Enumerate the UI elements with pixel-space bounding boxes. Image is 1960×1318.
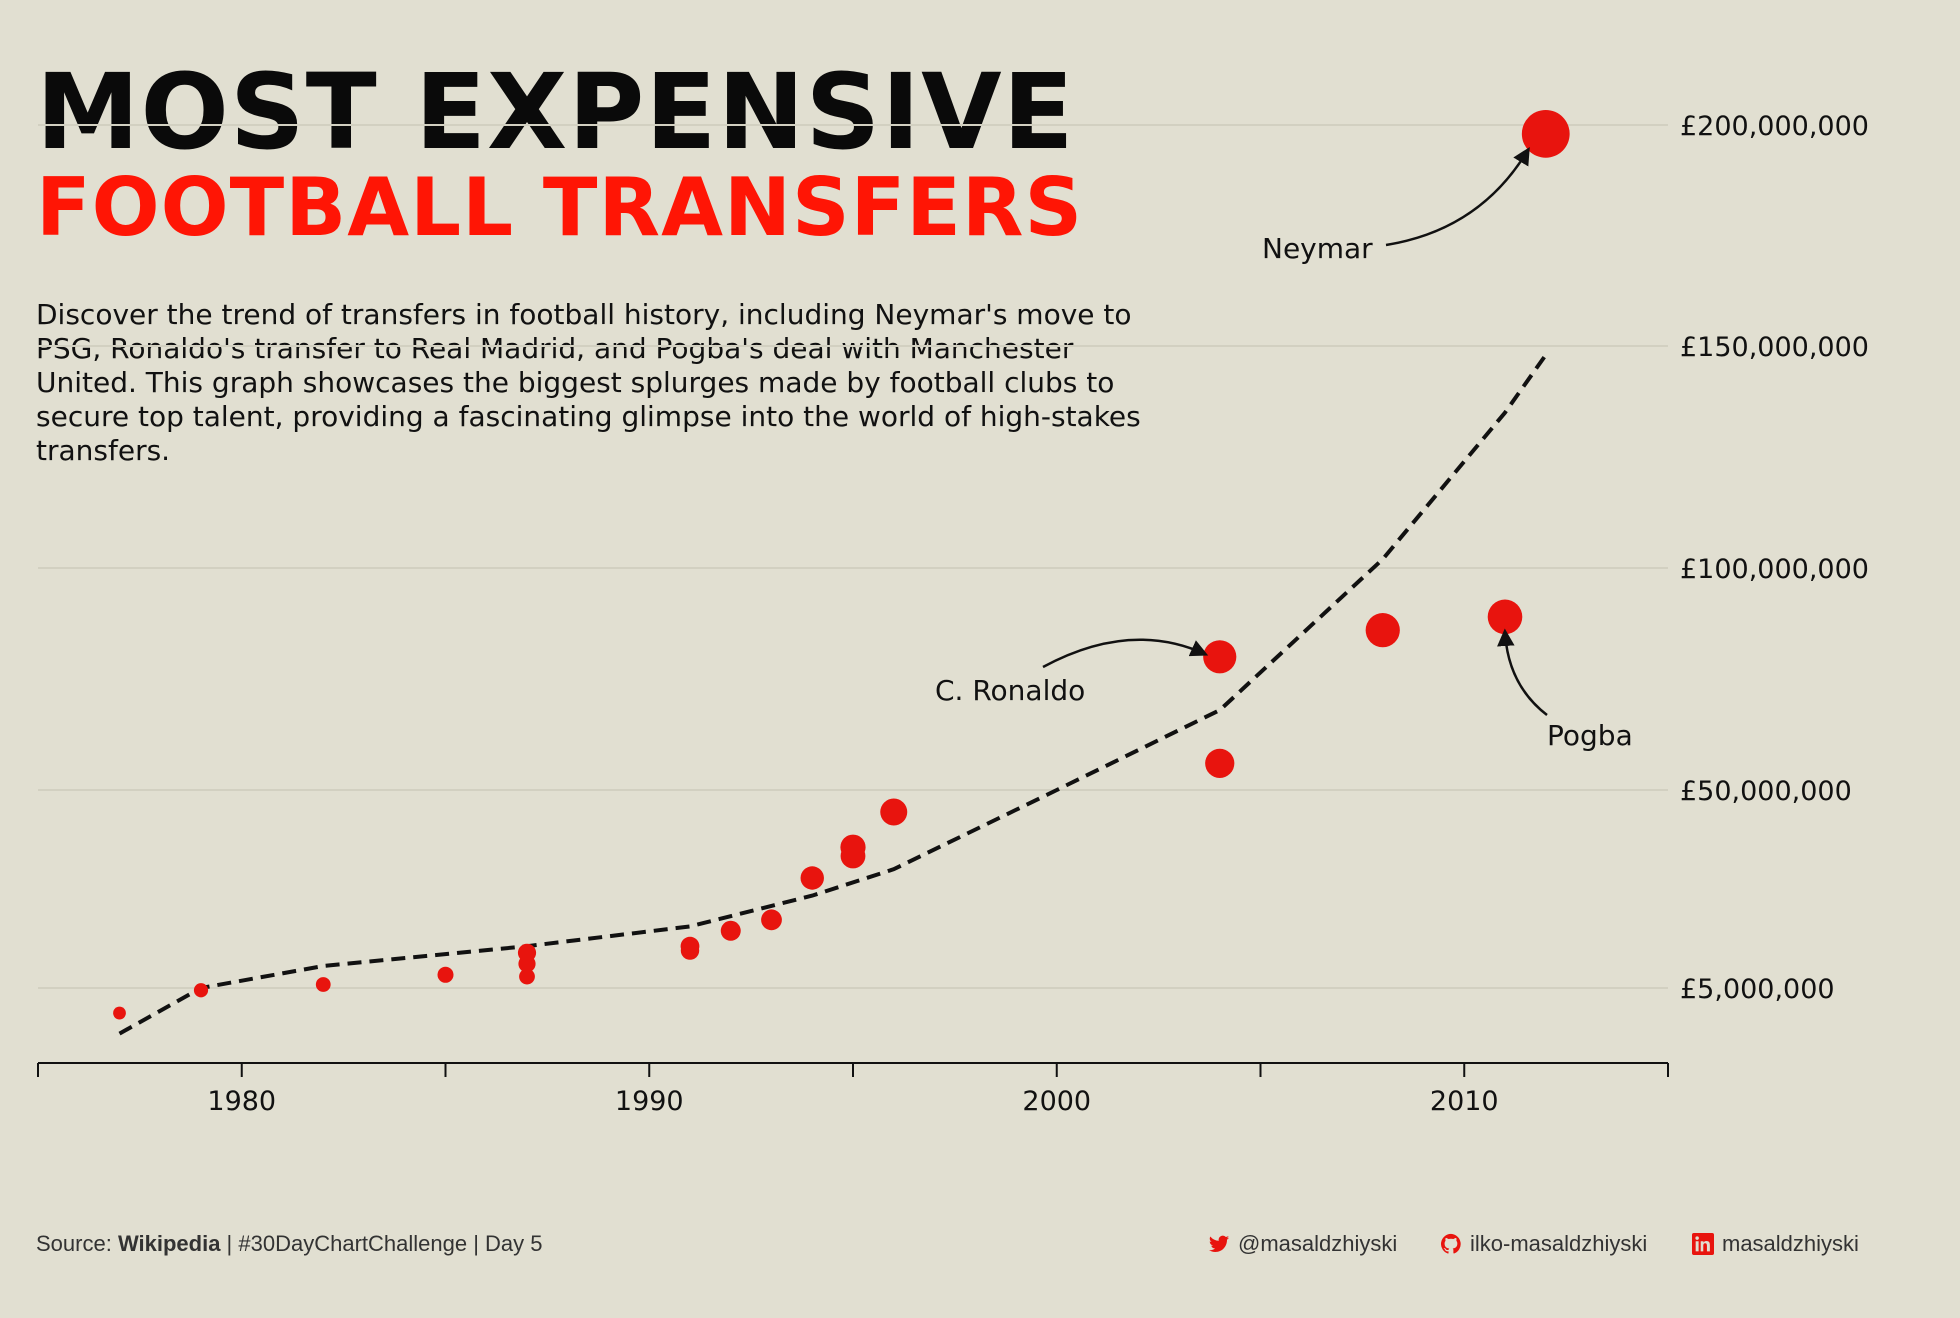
annotation-label: Pogba bbox=[1547, 719, 1633, 752]
data-point bbox=[1365, 613, 1400, 648]
data-points bbox=[113, 109, 1570, 1020]
data-point bbox=[437, 966, 454, 983]
annotation-arrow bbox=[1042, 638, 1209, 669]
data-point bbox=[1203, 640, 1237, 674]
source-suffix: | #30DayChartChallenge | Day 5 bbox=[220, 1231, 543, 1256]
trend-line-path bbox=[118, 353, 1548, 1036]
trend-line bbox=[118, 353, 1548, 1036]
y-tick-label: £150,000,000 bbox=[1680, 332, 1869, 363]
x-tick-label: 1980 bbox=[207, 1086, 276, 1117]
annotation-label: Neymar bbox=[1262, 232, 1373, 265]
data-point bbox=[519, 968, 535, 985]
annotations: Neymar C. Ronaldo Pogba bbox=[935, 146, 1633, 752]
data-point bbox=[517, 943, 537, 962]
twitter-handle: @masaldzhiyski bbox=[1238, 1231, 1398, 1256]
y-tick-label: £200,000,000 bbox=[1680, 111, 1869, 142]
grid-lines bbox=[38, 124, 1668, 989]
annotation-arrow bbox=[1497, 628, 1548, 716]
source-prefix: Source: bbox=[36, 1231, 118, 1256]
data-point bbox=[680, 936, 700, 956]
data-point bbox=[1521, 109, 1570, 158]
page-title-line2: FOOTBALL TRANSFERS bbox=[36, 161, 1084, 254]
data-point bbox=[720, 920, 741, 941]
twitter-icon bbox=[1208, 1235, 1230, 1252]
data-point bbox=[761, 909, 782, 931]
y-tick-label: £100,000,000 bbox=[1680, 554, 1869, 585]
page-title-line1: MOST EXPENSIVE bbox=[36, 51, 1075, 173]
data-point bbox=[113, 1006, 126, 1020]
github-link[interactable]: ilko-masaldzhiyski bbox=[1440, 1231, 1647, 1257]
annotation-arrow bbox=[1385, 146, 1530, 247]
github-handle: ilko-masaldzhiyski bbox=[1470, 1231, 1648, 1256]
data-point bbox=[1205, 748, 1235, 778]
source-link[interactable]: Wikipedia bbox=[117, 1231, 221, 1256]
data-point bbox=[315, 977, 331, 992]
chart-description: Discover the trend of transfers in footb… bbox=[36, 298, 1141, 467]
twitter-link[interactable]: @masaldzhiyski bbox=[1208, 1231, 1397, 1257]
y-axis: £5,000,000 £50,000,000 £100,000,000 £150,00… bbox=[1680, 111, 1869, 1005]
data-point bbox=[1487, 599, 1523, 635]
x-tick-label: 1990 bbox=[615, 1086, 684, 1117]
linkedin-link[interactable]: masaldzhiyski bbox=[1692, 1231, 1859, 1257]
x-tick-label: 2010 bbox=[1430, 1086, 1499, 1117]
github-icon bbox=[1440, 1233, 1461, 1254]
x-tick-label: 2000 bbox=[1022, 1086, 1091, 1117]
linkedin-handle: masaldzhiyski bbox=[1722, 1231, 1859, 1256]
x-axis: 1980 1990 2000 2010 bbox=[37, 1062, 1669, 1117]
y-tick-label: £50,000,000 bbox=[1680, 776, 1852, 807]
data-point bbox=[800, 866, 824, 890]
data-point bbox=[880, 798, 908, 826]
source-note: Source: Wikipedia | #30DayChartChallenge… bbox=[36, 1231, 543, 1257]
linkedin-icon bbox=[1692, 1233, 1714, 1255]
y-tick-label: £5,000,000 bbox=[1680, 974, 1835, 1005]
data-point bbox=[840, 834, 866, 860]
annotation-label: C. Ronaldo bbox=[935, 674, 1085, 707]
data-point bbox=[193, 983, 209, 998]
